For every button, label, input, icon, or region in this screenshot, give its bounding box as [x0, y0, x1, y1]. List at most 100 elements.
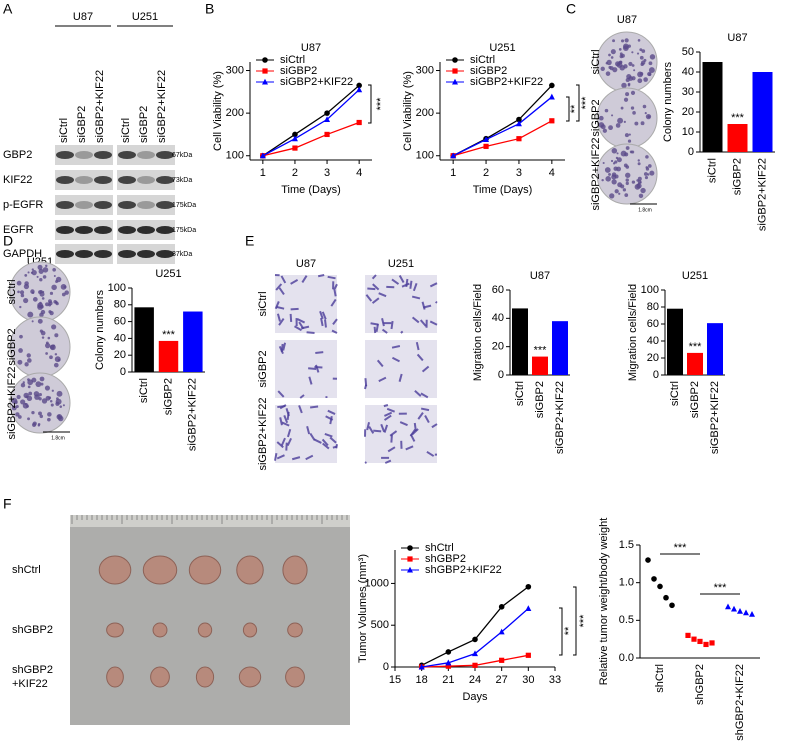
tumor: [150, 666, 170, 688]
lane-label: siGBP2+KIF22: [156, 70, 168, 143]
x-tick-label: 15: [389, 674, 401, 686]
marker: [452, 78, 458, 85]
colony: [63, 285, 67, 289]
colony: [630, 90, 636, 95]
tumor: [236, 555, 264, 585]
colony: [28, 391, 33, 396]
x-tick-label: siGBP2: [534, 381, 546, 418]
marker: [498, 604, 505, 610]
colony: [618, 48, 622, 51]
legend-label: shCtrl: [425, 542, 454, 554]
colony: [628, 61, 633, 66]
marker: [292, 145, 298, 151]
cell: [391, 278, 400, 285]
x-tick-label: 4: [549, 167, 555, 179]
colony: [630, 106, 635, 110]
cell: [411, 428, 419, 436]
colony: [618, 60, 622, 65]
marker: [262, 78, 268, 85]
colony: [37, 318, 43, 324]
marker: [259, 152, 266, 159]
y-tick-label: 1.0: [619, 577, 634, 589]
colony: [631, 180, 636, 184]
colony: [616, 157, 622, 163]
band: [118, 226, 136, 234]
marker: [549, 82, 555, 89]
colony: [631, 51, 634, 54]
colony: [45, 352, 48, 355]
series-line: [452, 84, 553, 157]
x-tick-label: siCtrl: [138, 378, 150, 403]
band: [94, 250, 112, 258]
cell: [387, 446, 396, 453]
annotation: ***: [674, 542, 688, 554]
colony: [55, 401, 60, 406]
marker: [407, 566, 413, 573]
colony: [616, 152, 619, 155]
micrograph: [365, 275, 437, 333]
colony: [27, 271, 30, 274]
colony: [31, 411, 35, 415]
y-tick-label: 500: [371, 619, 389, 631]
colony: [31, 291, 35, 294]
y-tick-label: 20: [682, 106, 694, 118]
colony: [604, 108, 609, 113]
colony: [37, 304, 43, 310]
colony: [27, 385, 31, 389]
bar: [532, 356, 548, 375]
colony: [54, 333, 59, 338]
cell: [306, 426, 311, 435]
cell: [286, 428, 292, 438]
cell: [313, 438, 322, 444]
colony: [606, 59, 612, 66]
colony: [18, 415, 22, 419]
tumor: [188, 555, 222, 585]
colony: [611, 179, 617, 185]
colony-title: U87: [617, 14, 637, 26]
y-tick-label: 60: [492, 284, 504, 296]
colony: [35, 381, 42, 388]
blot-group: U251: [132, 11, 158, 23]
tumor: [242, 622, 258, 638]
x-tick-label: siGBP2+KIF22: [756, 158, 768, 231]
cell: [383, 404, 389, 408]
x-tick-label: 24: [469, 674, 481, 686]
chart-title: U87: [530, 270, 550, 282]
colony: [625, 172, 631, 178]
cell: [370, 322, 379, 326]
scale-label: 1.8cm: [638, 207, 652, 213]
marker: [525, 605, 532, 611]
band: [156, 250, 174, 258]
bar: [158, 340, 179, 372]
y-tick-label: 200: [416, 107, 434, 119]
bar: [702, 62, 723, 152]
cell: [364, 378, 368, 387]
colony: [608, 53, 611, 57]
cell: [411, 295, 421, 300]
marker: [737, 607, 743, 614]
band: [156, 176, 174, 184]
cell: [426, 450, 435, 457]
lane-label: siGBP2: [138, 106, 150, 143]
x-tick-label: siGBP2: [689, 381, 701, 418]
y-tick-label: 60: [114, 316, 126, 328]
cell: [368, 426, 375, 434]
colony: [23, 298, 29, 304]
x-tick-label: siGBP2: [731, 158, 743, 195]
marker: [709, 640, 715, 646]
cell: [306, 331, 315, 334]
marker: [651, 576, 657, 582]
colony: [19, 305, 22, 309]
colony: [644, 112, 647, 115]
tumor: [287, 622, 303, 638]
colony: [49, 291, 54, 295]
colony: [634, 184, 641, 190]
annotation: ***: [578, 614, 590, 628]
colony: [640, 187, 646, 194]
colony: [45, 343, 51, 349]
marker: [445, 663, 451, 669]
col-label: U251: [388, 258, 414, 270]
colony: [40, 382, 44, 386]
x-tick-label: shGBP2: [694, 664, 706, 705]
band: [56, 226, 74, 234]
